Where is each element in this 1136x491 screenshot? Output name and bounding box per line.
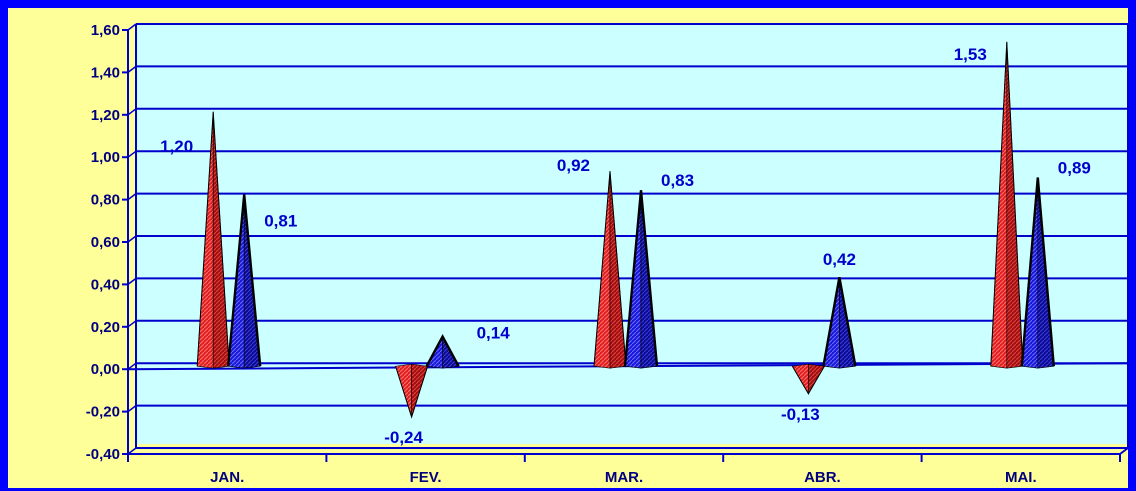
plot-area	[136, 24, 1128, 444]
y-tick-label: 0,40	[91, 276, 120, 293]
gridline-side	[127, 320, 137, 328]
cone-bar	[227, 194, 262, 369]
gridline-side	[127, 277, 137, 285]
data-label: 0,81	[264, 211, 297, 230]
gridline-side	[127, 23, 137, 31]
cone-bar	[791, 363, 825, 395]
y-tick-label: -0,20	[86, 404, 120, 421]
floor-right-edge	[1119, 447, 1129, 455]
data-label: 1,53	[954, 45, 987, 64]
data-label: -0,24	[384, 428, 423, 447]
data-label: 0,42	[823, 250, 856, 269]
data-label: -0,13	[781, 405, 820, 424]
data-label: 1,20	[160, 137, 193, 156]
y-tick-label: 0,60	[91, 234, 120, 251]
y-tick-label: 0,80	[91, 192, 120, 209]
data-label: 0,14	[477, 324, 511, 343]
cone-bar	[1020, 177, 1055, 369]
data-label: 0,92	[557, 156, 590, 175]
y-tick-label: 1,40	[91, 64, 120, 81]
y-tick-label: 1,60	[91, 22, 120, 39]
y-tick-label: 0,00	[91, 361, 120, 378]
cone-bar	[593, 171, 627, 369]
x-category-label: ABR.	[804, 469, 841, 486]
y-tick-label: 0,20	[91, 319, 120, 336]
cone-bar	[395, 363, 429, 419]
gridline-side	[127, 193, 137, 201]
gridline-side	[127, 65, 137, 74]
cone-bar	[425, 333, 460, 369]
cone-bar	[623, 190, 659, 369]
gridline-side	[127, 150, 137, 158]
gridline-side	[127, 235, 137, 243]
x-category-label: MAI.	[1005, 469, 1037, 486]
data-label: 0,89	[1058, 159, 1091, 178]
cone-bar	[822, 276, 857, 369]
y-tick-label: -0,40	[86, 446, 120, 463]
gridline-side	[127, 108, 137, 116]
cone-bar	[196, 111, 230, 369]
x-category-label: MAR.	[605, 469, 643, 486]
y-tick-label: 1,20	[91, 107, 120, 124]
data-label: 0,83	[661, 171, 694, 190]
gridline-side	[127, 405, 137, 413]
cone-bar	[990, 41, 1024, 369]
x-category-label: JAN.	[210, 469, 244, 486]
y-tick-label: 1,00	[91, 149, 120, 166]
x-category-label: FEV.	[410, 469, 442, 486]
